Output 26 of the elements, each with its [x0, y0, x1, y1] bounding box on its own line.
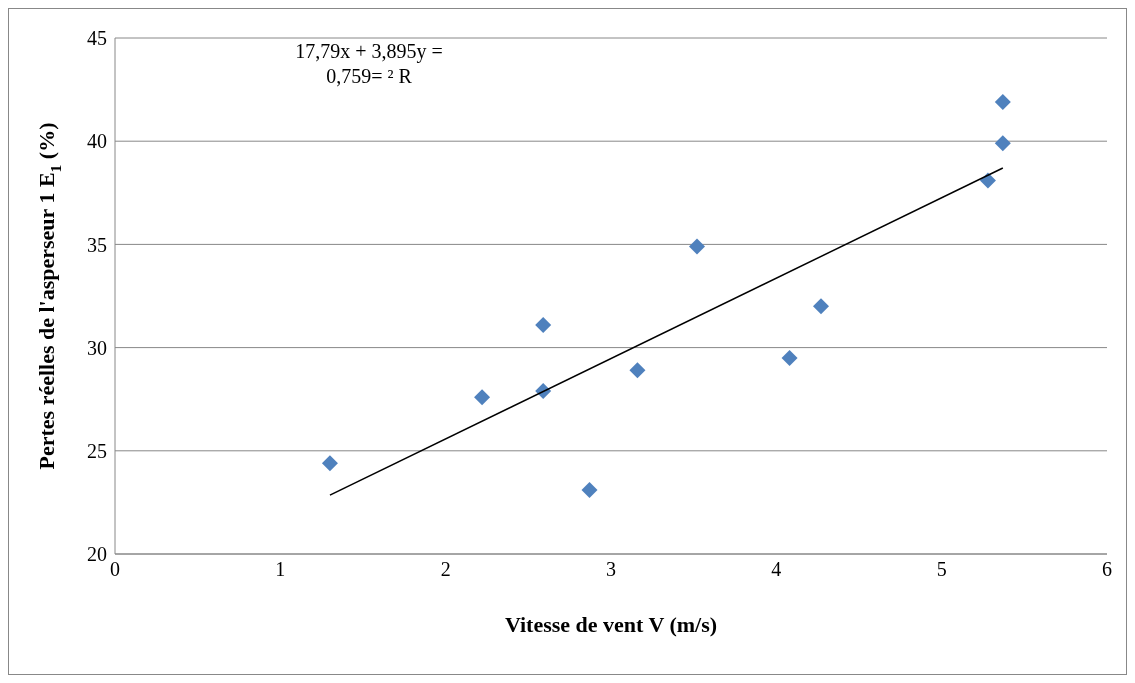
point: [321, 455, 338, 472]
x-tick-label: 1: [275, 558, 286, 581]
point: [535, 316, 552, 333]
y-tick-label: 45: [87, 27, 107, 50]
point: [581, 482, 598, 499]
point: [688, 238, 705, 255]
point: [994, 93, 1011, 110]
y-tick-label: 25: [87, 439, 107, 462]
x-tick-label: 4: [771, 558, 782, 581]
point: [474, 389, 491, 406]
annotation: 0,759= ² R: [325, 64, 413, 89]
y-tick-label: 20: [87, 543, 107, 566]
point: [994, 135, 1011, 152]
y-tick-label: 40: [87, 130, 107, 153]
y-tick-label: 30: [87, 336, 107, 359]
point: [812, 298, 829, 315]
x-tick-label: 5: [936, 558, 947, 581]
point: [629, 362, 646, 379]
point: [781, 349, 798, 366]
x-axis-title: Vitesse de vent V (m/s): [504, 612, 718, 637]
x-tick-label: 2: [440, 558, 451, 581]
x-tick-label: 0: [110, 558, 120, 581]
y-tick-label: 35: [87, 233, 107, 256]
annotation: 17,79x + 3,895y =: [294, 39, 444, 64]
x-tick-label: 3: [606, 558, 616, 581]
x-tick-label: 6: [1102, 558, 1112, 581]
